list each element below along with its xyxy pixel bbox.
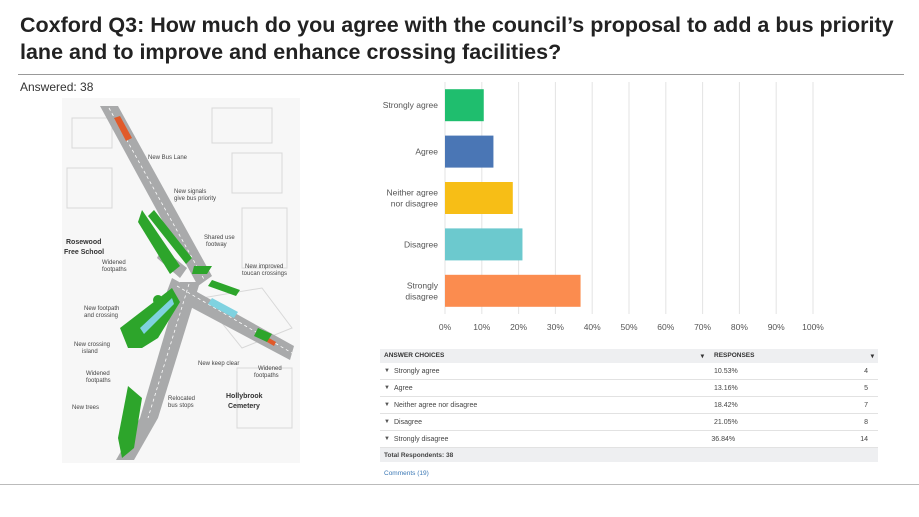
response-bar-chart: 0% 10% 20% 30% 40% 50% 60% 70% 80% 90% 100% Strongl… bbox=[370, 78, 830, 338]
table-row: ▼ Disagree 21.05% 8 bbox=[380, 414, 878, 431]
header-answer-choices-label: ANSWER CHOICES bbox=[384, 352, 445, 359]
bar[interactable] bbox=[445, 182, 513, 214]
row-label: Neither agree nor disagree bbox=[394, 401, 478, 409]
map-label-rosewood-2: Free School bbox=[64, 249, 104, 256]
map-label-rosewood-1: Rosewood bbox=[66, 239, 101, 246]
map-label-relocated-1: Relocated bbox=[168, 396, 195, 402]
bar[interactable] bbox=[445, 228, 523, 261]
map-label-trees: New trees bbox=[72, 405, 99, 411]
row-count: 5 bbox=[864, 384, 868, 392]
map-label-footpath-1: New footpath bbox=[84, 306, 119, 312]
map-label-toucan-1: New improved bbox=[245, 264, 283, 270]
map-label-widened-2: footpaths bbox=[102, 267, 127, 273]
row-count: 14 bbox=[860, 435, 868, 443]
x-tick-label: 20% bbox=[510, 322, 527, 332]
row-count: 7 bbox=[864, 401, 868, 409]
map-label-shared-use-1: Shared use bbox=[204, 235, 235, 241]
category-label: Strongly agree bbox=[383, 100, 439, 110]
map-label-relocated-2: bus stops bbox=[168, 403, 194, 409]
row-percent: 18.42% bbox=[714, 401, 738, 409]
table-row: ▼ Strongly disagree 36.84% 14 bbox=[380, 431, 878, 448]
x-tick-label: 0% bbox=[439, 322, 452, 332]
x-tick-label: 30% bbox=[547, 322, 564, 332]
x-tick-label: 100% bbox=[802, 322, 824, 332]
table-row: ▼ Agree 13.16% 5 bbox=[380, 380, 878, 397]
page-title: Coxford Q3: How much do you agree with t… bbox=[20, 13, 894, 64]
scheme-map: New Bus Lane New signals give bus priori… bbox=[62, 98, 300, 463]
row-count: 4 bbox=[864, 367, 868, 375]
expand-arrow-icon[interactable]: ▼ bbox=[384, 419, 390, 425]
total-respondents: Total Respondents: 38 bbox=[380, 448, 878, 462]
x-tick-label: 70% bbox=[694, 322, 711, 332]
row-percent: 10.53% bbox=[714, 367, 738, 375]
map-label-island-2: island bbox=[82, 349, 98, 355]
map-label-signals-2: give bus priority bbox=[174, 196, 216, 202]
title-divider bbox=[18, 74, 904, 75]
x-tick-label: 40% bbox=[584, 322, 601, 332]
sort-caret-icon[interactable]: ▾ bbox=[870, 353, 874, 360]
expand-arrow-icon[interactable]: ▼ bbox=[384, 402, 390, 408]
map-label-signals-1: New signals bbox=[174, 189, 206, 195]
row-label: Strongly disagree bbox=[393, 435, 449, 443]
row-label: Agree bbox=[394, 384, 413, 392]
map-label-widened-c-2: footpaths bbox=[86, 378, 111, 384]
map-label-widened-b-1: Widened bbox=[258, 366, 282, 372]
bar[interactable] bbox=[445, 274, 581, 307]
table-row: ▼ Neither agree nor disagree 18.42% 7 bbox=[380, 397, 878, 414]
x-tick-label: 10% bbox=[473, 322, 490, 332]
header-responses[interactable]: RESPONSES ▾ bbox=[710, 352, 878, 360]
map-label-footpath-2: and crossing bbox=[84, 313, 118, 319]
table-body: ▼ Strongly agree 10.53% 4 ▼ Agree 13.16% 5 ▼ Neit… bbox=[380, 363, 878, 448]
footer-divider bbox=[0, 484, 919, 485]
bar[interactable] bbox=[445, 135, 494, 168]
map-label-widened-b-2: footpaths bbox=[254, 373, 279, 379]
row-percent: 36.84% bbox=[711, 435, 736, 443]
map-label-widened-c-1: Widened bbox=[86, 371, 110, 377]
responses-table: ANSWER CHOICES ▾ RESPONSES ▾ ▼ Strongly a… bbox=[380, 349, 878, 477]
row-percent: 21.05% bbox=[714, 418, 738, 426]
map-label-toucan-2: toucan crossings bbox=[242, 271, 287, 277]
map-label-hollybrook-2: Cemetery bbox=[228, 403, 260, 410]
row-label: Strongly agree bbox=[394, 367, 440, 375]
category-label: Neither agree bbox=[386, 188, 438, 198]
row-count: 8 bbox=[864, 418, 868, 426]
row-percent: 13.16% bbox=[714, 384, 738, 392]
scheme-map-drawing: New Bus Lane New signals give bus priori… bbox=[62, 98, 300, 463]
header-responses-label: RESPONSES bbox=[714, 352, 755, 359]
category-label: Disagree bbox=[404, 239, 438, 249]
category-label: disagree bbox=[405, 291, 438, 301]
table-row: ▼ Strongly agree 10.53% 4 bbox=[380, 363, 878, 380]
x-tick-label: 90% bbox=[768, 322, 785, 332]
category-label: nor disagree bbox=[391, 199, 439, 209]
row-label: Disagree bbox=[394, 418, 423, 426]
map-label-hollybrook-1: Hollybrook bbox=[226, 393, 263, 400]
map-label-bus-lane: New Bus Lane bbox=[148, 155, 188, 161]
expand-arrow-icon[interactable]: ▼ bbox=[383, 436, 390, 442]
header-answer-choices[interactable]: ANSWER CHOICES ▾ bbox=[380, 352, 710, 360]
map-label-keep-clear: New keep clear bbox=[198, 361, 239, 367]
category-label: Strongly bbox=[407, 280, 439, 290]
expand-arrow-icon[interactable]: ▼ bbox=[384, 385, 390, 391]
map-label-shared-use-2: footway bbox=[206, 242, 227, 248]
bar[interactable] bbox=[445, 89, 484, 122]
category-label: Agree bbox=[415, 147, 438, 157]
answered-count: Answered: 38 bbox=[20, 80, 94, 94]
map-label-widened-1: Widened bbox=[102, 260, 126, 266]
x-tick-label: 60% bbox=[657, 322, 674, 332]
table-header: ANSWER CHOICES ▾ RESPONSES ▾ bbox=[380, 349, 878, 363]
x-tick-label: 50% bbox=[620, 322, 637, 332]
sort-caret-icon[interactable]: ▾ bbox=[700, 353, 704, 360]
comments-link[interactable]: Comments (19) bbox=[384, 470, 429, 477]
chart-canvas: 0% 10% 20% 30% 40% 50% 60% 70% 80% 90% 100% Strongl… bbox=[383, 82, 824, 332]
map-label-island-1: New crossing bbox=[74, 342, 110, 348]
x-tick-label: 80% bbox=[731, 322, 748, 332]
expand-arrow-icon[interactable]: ▼ bbox=[384, 368, 390, 374]
